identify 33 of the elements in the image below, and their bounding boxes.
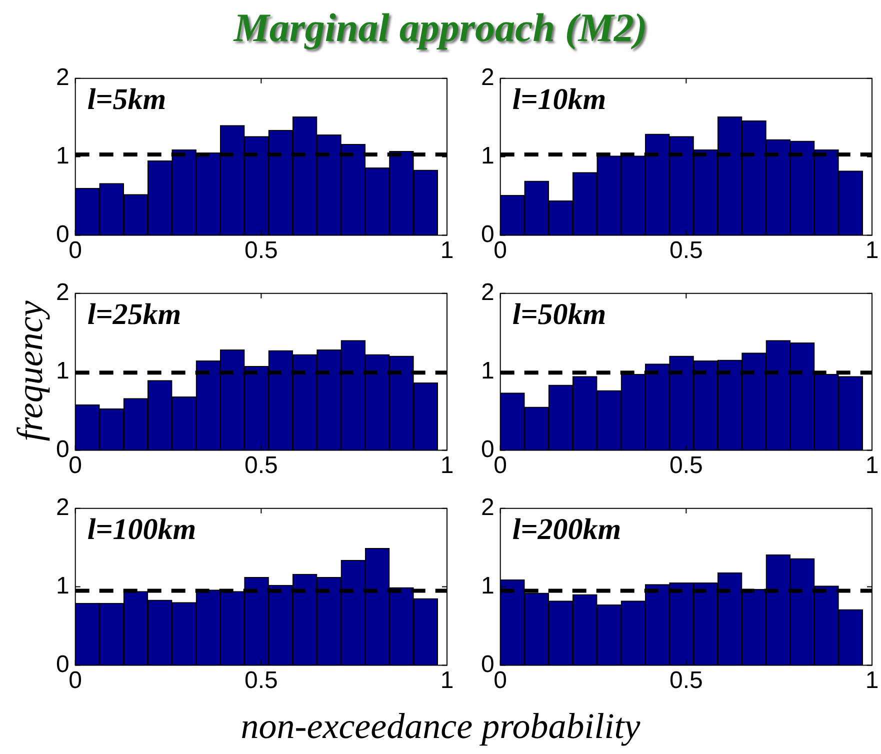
x-tick-label: 1 [440, 667, 454, 694]
x-tick-label: 0.5 [669, 452, 703, 480]
annotation: l=5km [87, 83, 166, 116]
x-tick-label: 1 [865, 667, 879, 694]
chart-title: Marginal approach (M2) [232, 4, 648, 51]
x-tick-label: 1 [440, 237, 454, 264]
y-tick-label: 1 [56, 572, 70, 600]
y-tick-label: 1 [480, 357, 494, 384]
annotation: l=50km [512, 298, 606, 332]
y-tick-label: 2 [480, 494, 494, 522]
x-tick-label: 0.5 [669, 667, 703, 694]
x-tick-label: 0.5 [669, 237, 703, 264]
annotation: l=100km [87, 513, 196, 546]
x-tick-label: 0.5 [244, 667, 278, 694]
y-tick-label: 2 [56, 64, 70, 92]
y-tick-label: 2 [56, 279, 70, 306]
y-tick-label: 2 [480, 279, 494, 306]
x-tick-label: 0.5 [244, 452, 278, 480]
y-tick-label: 1 [56, 142, 70, 170]
x-tick-label: 0.5 [244, 237, 278, 264]
annotation: l=10km [512, 83, 606, 116]
x-tick-label: 1 [865, 237, 879, 264]
x-tick-label: 1 [440, 452, 454, 480]
annotation: l=25km [87, 298, 182, 332]
x-tick-label: 1 [865, 452, 879, 480]
y-tick-label: 2 [56, 494, 70, 522]
annotation: l=200km [512, 513, 622, 546]
x-axis-title: non-exceedance probability [240, 705, 642, 747]
y-axis-title: frequency [9, 300, 51, 444]
y-tick-label: 2 [480, 64, 494, 92]
y-tick-label: 1 [480, 142, 494, 170]
y-tick-label: 1 [480, 572, 494, 600]
y-tick-label: 1 [56, 357, 70, 384]
